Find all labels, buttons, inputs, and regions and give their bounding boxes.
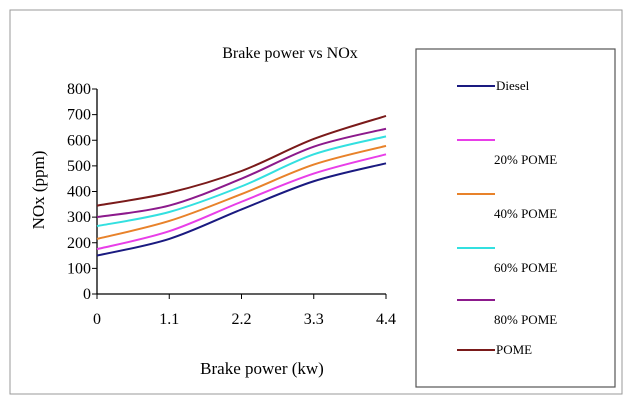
y-tick-label: 200 [67, 235, 91, 252]
x-tick-label: 4.4 [376, 311, 396, 328]
chart-title: Brake power vs NOx [222, 45, 358, 62]
x-axis-title: Brake power (kw) [200, 359, 324, 378]
series-line-80pct-pome [96, 127, 387, 219]
x-tick-label: 2.2 [232, 311, 252, 328]
y-tick-label: 300 [67, 209, 91, 226]
legend-box [415, 48, 616, 388]
y-tick-label: 600 [67, 132, 91, 149]
y-tick-label: 500 [67, 158, 91, 175]
legend-label-diesel: Diesel [496, 78, 530, 93]
series-line-20pct-pome [96, 153, 387, 251]
legend-label-pome: POME [496, 342, 532, 357]
y-tick-label: 700 [67, 107, 91, 124]
legend-label-20pct-pome: 20% POME [494, 152, 557, 167]
plot-area: 0 100 200 300 400 500 600 700 800 0 1.1 2.2 3.3 4.4 [67, 81, 396, 328]
series-line-40pct-pome [96, 144, 387, 240]
x-tick-label: 1.1 [159, 311, 179, 328]
y-tick-label: 800 [67, 81, 91, 98]
x-tick-label: 0 [93, 311, 101, 328]
y-tick-label: 400 [67, 184, 91, 201]
series-line-pome [96, 114, 387, 207]
legend: Diesel 20% POME 40% POME 60% POME 80% POME PO… [457, 78, 557, 357]
y-tick-label: 0 [83, 286, 91, 303]
legend-label-80pct-pome: 80% POME [494, 312, 557, 327]
series-line-diesel [96, 162, 387, 257]
y-axis-title: NOx (ppm) [29, 151, 48, 230]
series-line-60pct-pome [96, 135, 387, 228]
legend-label-60pct-pome: 60% POME [494, 260, 557, 275]
y-tick-label: 100 [67, 260, 91, 277]
legend-label-40pct-pome: 40% POME [494, 206, 557, 221]
x-tick-label: 3.3 [304, 311, 324, 328]
